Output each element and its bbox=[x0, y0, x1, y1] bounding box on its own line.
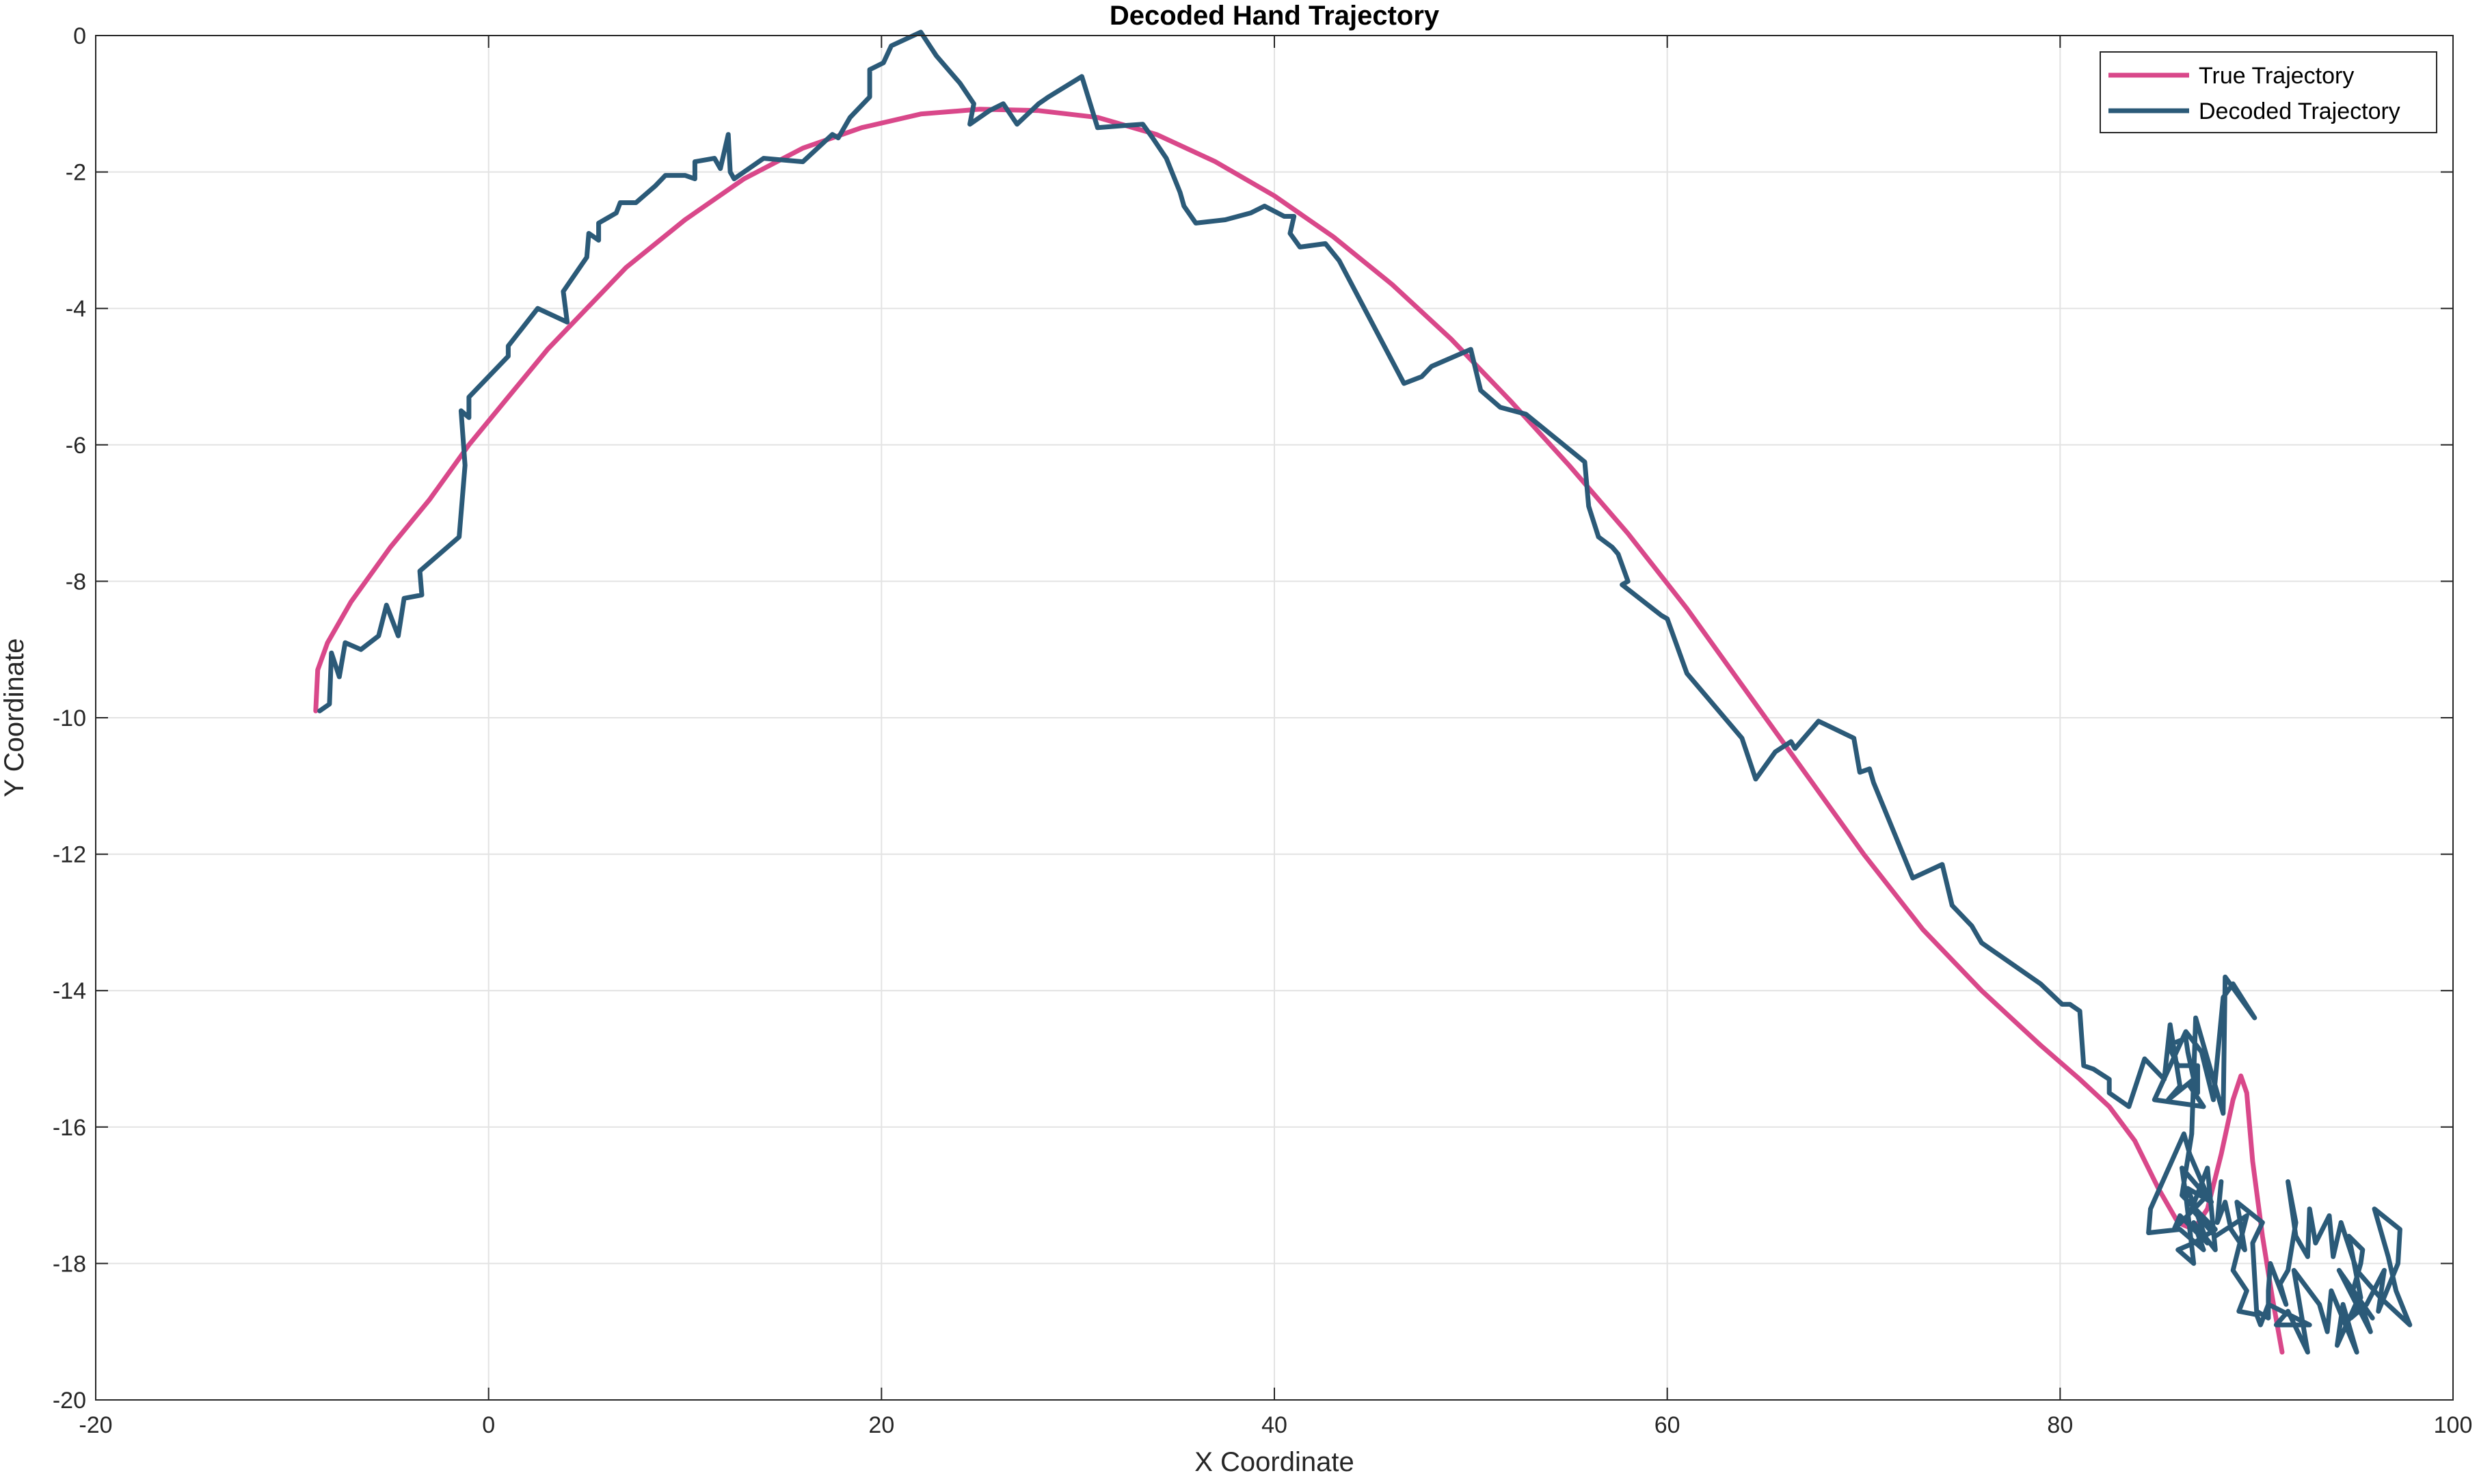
x-tick-label: 100 bbox=[2434, 1412, 2473, 1438]
x-tick-label: 60 bbox=[1654, 1412, 1680, 1438]
ticks: -20 0 20 40 60 80 100 0 -2 -4 -6 -8 -10 -12 -14 -16 -18 -… bbox=[53, 23, 2473, 1438]
y-tick-label: -12 bbox=[53, 842, 86, 868]
y-tick-label: -20 bbox=[53, 1388, 86, 1414]
y-tick-label: -2 bbox=[66, 160, 86, 186]
chart-title: Decoded Hand Trajectory bbox=[1110, 1, 1440, 31]
x-tick-label: -20 bbox=[79, 1412, 112, 1438]
y-tick-label: -16 bbox=[53, 1115, 86, 1141]
series-layer bbox=[313, 29, 2413, 1355]
y-axis-label: Y Coordinate bbox=[0, 638, 29, 798]
series-line-true-trajectory bbox=[313, 107, 2285, 1355]
y-tick-label: 0 bbox=[73, 23, 86, 49]
y-tick-label: -8 bbox=[66, 569, 86, 595]
x-tick-label: 20 bbox=[868, 1412, 894, 1438]
legend-label-decoded-trajectory: Decoded Trajectory bbox=[2199, 98, 2400, 124]
x-tick-label: 40 bbox=[1261, 1412, 1287, 1438]
x-tick-label: 80 bbox=[2047, 1412, 2073, 1438]
y-tick-label: -10 bbox=[53, 705, 86, 731]
y-tick-label: -6 bbox=[66, 433, 86, 459]
y-tick-label: -18 bbox=[53, 1251, 86, 1277]
legend-label-true-trajectory: True Trajectory bbox=[2199, 63, 2354, 89]
legend: True Trajectory Decoded Trajectory bbox=[2100, 51, 2437, 133]
series-line-decoded-trajectory bbox=[317, 29, 2413, 1355]
y-tick-label: -14 bbox=[53, 978, 86, 1004]
legend-box bbox=[2100, 51, 2437, 133]
x-tick-label: 0 bbox=[482, 1412, 495, 1438]
x-axis-label: X Coordinate bbox=[1194, 1447, 1354, 1477]
y-tick-label: -4 bbox=[66, 296, 86, 322]
